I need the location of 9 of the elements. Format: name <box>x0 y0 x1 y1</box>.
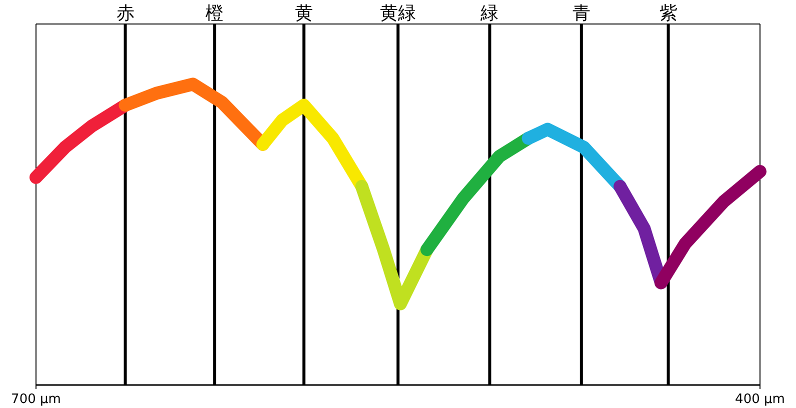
x-tick-label: 700 μm <box>11 392 61 407</box>
ref-line-label: 紫 <box>659 3 678 24</box>
ref-line-label: 橙 <box>206 3 224 24</box>
ref-line-label: 赤 <box>116 3 134 24</box>
ref-line-label: 緑 <box>480 3 499 24</box>
x-tick-label: 400 μm <box>735 392 785 407</box>
ref-line-label: 青 <box>572 3 590 24</box>
ref-line-label: 黄緑 <box>380 3 416 24</box>
ref-line-label: 黄 <box>294 3 313 24</box>
